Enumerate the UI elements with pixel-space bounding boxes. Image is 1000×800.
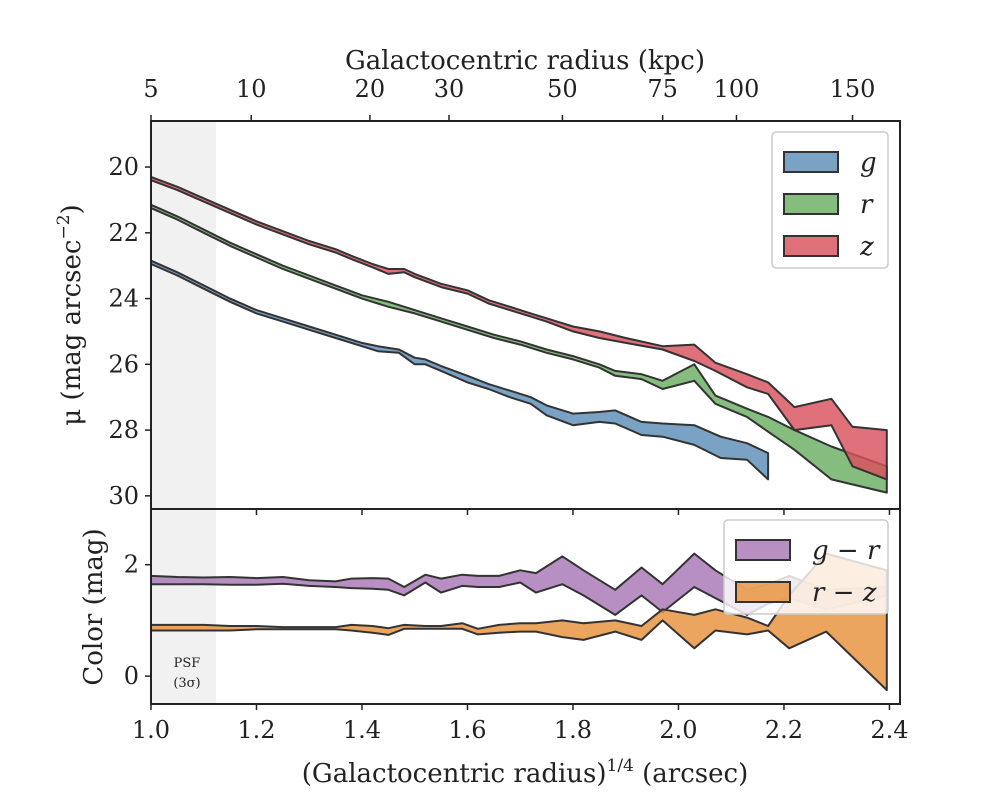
bottom-panel-y-ticks: 02 — [124, 551, 151, 690]
bottom-panel-frame — [150, 508, 901, 705]
top-x-tick-label: 50 — [547, 75, 578, 103]
top-x-tick-label: 30 — [434, 75, 465, 103]
top-panel-y-axis-title-close: ) — [57, 204, 87, 214]
bottom-panel-psf-shade — [151, 509, 216, 704]
legend-label-part: r — [867, 536, 881, 566]
top-panel-bands — [150, 175, 888, 494]
legend-label-part: g — [812, 536, 829, 566]
bottom-axis-title-suffix: (arcsec) — [634, 759, 748, 789]
x-tick-label: 1.4 — [343, 716, 381, 744]
top-panel-psf-shade — [151, 121, 216, 509]
top-x-tick-label: 10 — [236, 75, 267, 103]
y-tick-label: 26 — [108, 350, 139, 378]
y-tick-label: 24 — [108, 285, 139, 313]
legend-label-part: r — [812, 578, 826, 608]
legend-label-g-r: g − r — [812, 536, 881, 566]
legend-swatch-r-z — [735, 581, 791, 603]
legend-label-operator: − — [829, 536, 867, 566]
legend-swatch-g-r — [735, 539, 791, 561]
bottom-panel: 02 1.0 1.2 1.4 1.6 1.8 2.0 2.2 2.4 g − rr − z P… — [124, 508, 909, 744]
y-tick-label: 0 — [124, 662, 139, 690]
bottom-axis-title: (Galactocentric radius)1/4 (arcsec) — [302, 756, 748, 789]
bottom-panel-y-axis-title: Color (mag) — [79, 528, 109, 685]
top-panel-y-ticks: 20 22 24 26 28 30 — [108, 153, 151, 510]
band-r — [150, 203, 888, 494]
bottom-panel-legend: g − rr − z — [723, 519, 889, 615]
x-tick-label: 2.0 — [659, 716, 697, 744]
bottom-panel-x-ticks: 1.0 1.2 1.4 1.6 1.8 2.0 2.2 2.4 — [132, 704, 909, 744]
legend-label-z: z — [859, 232, 874, 262]
top-panel-legend: grz — [771, 131, 889, 269]
y-tick-label: 30 — [108, 482, 139, 510]
x-tick-label: 2.4 — [870, 716, 908, 744]
top-x-tick-label: 5 — [143, 75, 158, 103]
legend-label-r: r — [860, 190, 874, 220]
top-panel-y-axis-title-main: μ (mag arcsec — [57, 240, 87, 426]
band-z — [150, 175, 888, 481]
band-r-z — [150, 552, 888, 692]
top-x-tick-label: 100 — [714, 75, 760, 103]
top-x-tick-label: 150 — [830, 75, 876, 103]
legend-label-part: z — [862, 578, 877, 608]
bottom-axis-title-main: (Galactocentric radius) — [302, 759, 607, 789]
top-x-tick-label: 20 — [355, 75, 386, 103]
legend-swatch-r — [783, 193, 839, 215]
band-g — [150, 259, 770, 481]
top-panel: 20 22 24 26 28 30 5 10 20 30 50 75 100 150 grz — [108, 75, 901, 515]
y-tick-label: 2 — [124, 551, 139, 579]
y-tick-label: 22 — [108, 219, 139, 247]
legend-swatch-g — [783, 151, 839, 173]
top-panel-x-ticks: 5 10 20 30 50 75 100 150 — [143, 75, 891, 515]
top-panel-y-axis-title: μ (mag arcsec−2) — [54, 204, 87, 425]
legend-label-g: g — [860, 148, 877, 178]
psf-label-line2: (3σ) — [173, 676, 200, 691]
top-panel-y-axis-title-sup: −2 — [54, 214, 74, 239]
top-axis-title: Galactocentric radius (kpc) — [345, 46, 705, 76]
y-tick-label: 28 — [108, 416, 139, 444]
x-tick-label: 2.2 — [765, 716, 803, 744]
x-tick-label: 1.2 — [237, 716, 275, 744]
legend-label-operator: − — [824, 578, 862, 608]
legend-label-r-z: r − z — [812, 578, 877, 608]
x-tick-label: 1.8 — [554, 716, 592, 744]
psf-label-line1: PSF — [174, 656, 201, 671]
top-x-tick-label: 75 — [647, 75, 678, 103]
y-tick-label: 20 — [108, 153, 139, 181]
legend-swatch-z — [783, 235, 839, 257]
x-tick-label: 1.6 — [448, 716, 486, 744]
bottom-axis-title-sup: 1/4 — [607, 756, 634, 776]
x-tick-label: 1.0 — [132, 716, 170, 744]
